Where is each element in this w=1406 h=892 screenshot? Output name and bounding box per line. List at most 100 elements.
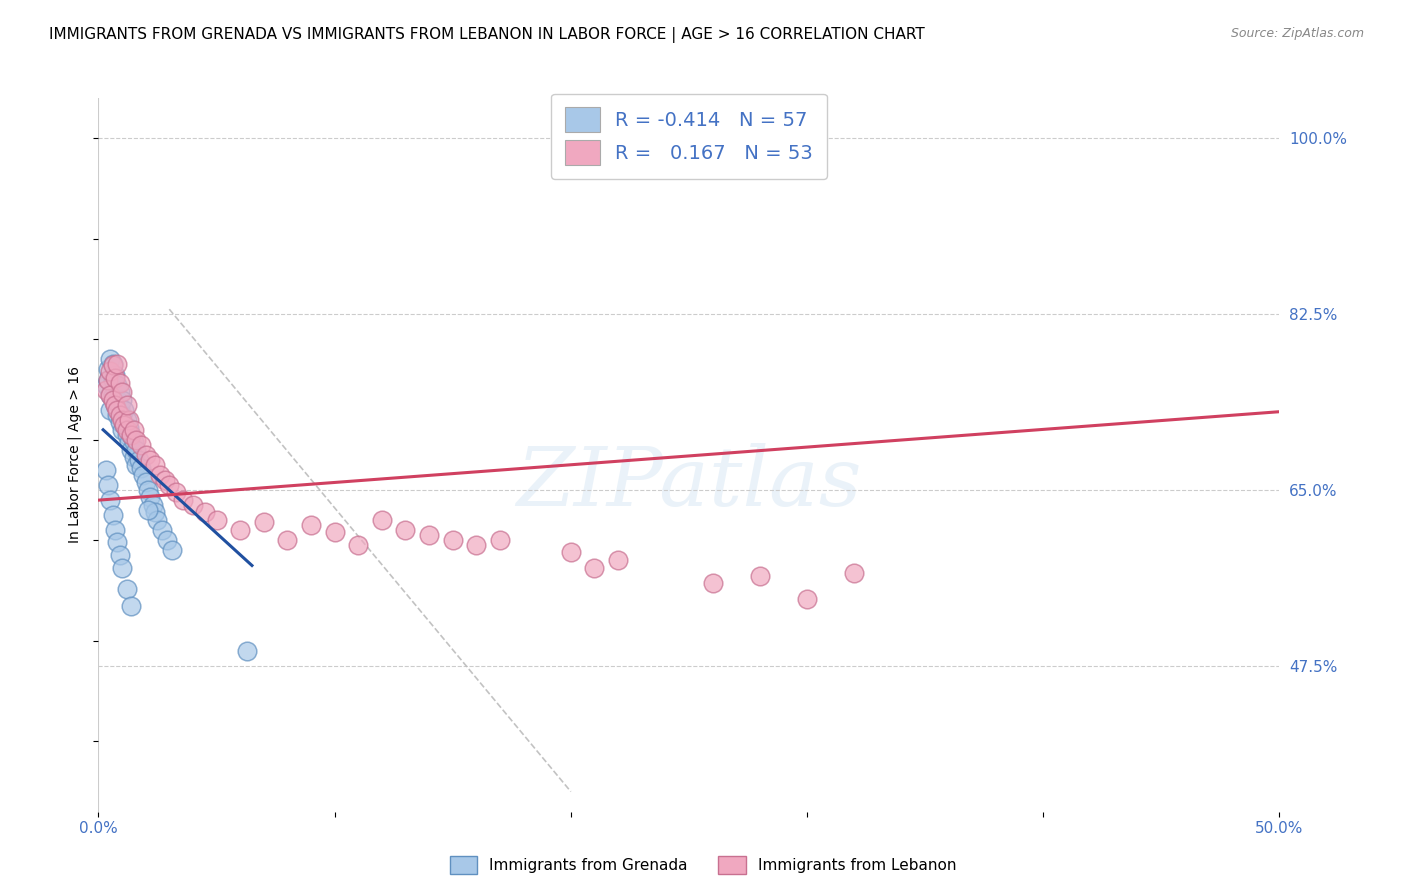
Point	[111, 408, 134, 422]
Point	[97, 372, 120, 386]
Point	[150, 524, 173, 538]
Point	[101, 359, 124, 373]
Point	[121, 427, 143, 442]
Point	[122, 423, 145, 437]
Point	[139, 490, 162, 504]
Point	[118, 434, 141, 449]
Point	[104, 383, 127, 397]
Point	[108, 415, 131, 429]
Point	[143, 505, 166, 519]
Point	[129, 461, 152, 475]
Point	[157, 478, 180, 492]
Point	[796, 591, 818, 606]
Point	[122, 434, 145, 449]
Point	[101, 358, 124, 372]
Point	[229, 524, 252, 538]
Point	[104, 368, 127, 382]
Point	[94, 383, 117, 397]
Point	[276, 533, 298, 548]
Point	[108, 384, 131, 399]
Point	[111, 413, 134, 427]
Point	[489, 533, 512, 548]
Point	[418, 528, 440, 542]
Point	[125, 458, 148, 472]
Point	[94, 377, 117, 392]
Point	[111, 384, 134, 399]
Point	[347, 538, 370, 552]
Point	[101, 372, 124, 386]
Point	[108, 400, 131, 414]
Point	[108, 376, 131, 390]
Point	[172, 493, 194, 508]
Point	[253, 515, 276, 529]
Point	[323, 525, 346, 540]
Point	[97, 372, 120, 386]
Point	[105, 402, 128, 417]
Point	[111, 423, 134, 437]
Point	[115, 413, 138, 427]
Point	[104, 524, 127, 538]
Point	[205, 513, 228, 527]
Point	[104, 370, 127, 384]
Point	[105, 392, 128, 407]
Point	[194, 505, 217, 519]
Point	[139, 453, 162, 467]
Point	[98, 364, 121, 378]
Point	[125, 433, 148, 447]
Point	[441, 533, 464, 548]
Point	[105, 358, 128, 372]
Text: IMMIGRANTS FROM GRENADA VS IMMIGRANTS FROM LEBANON IN LABOR FORCE | AGE > 16 COR: IMMIGRANTS FROM GRENADA VS IMMIGRANTS FR…	[49, 27, 925, 43]
Point	[118, 413, 141, 427]
Point	[111, 392, 134, 407]
Point	[112, 417, 135, 432]
Point	[844, 566, 866, 580]
Text: Source: ZipAtlas.com: Source: ZipAtlas.com	[1230, 27, 1364, 40]
Point	[115, 427, 138, 442]
Y-axis label: In Labor Force | Age > 16: In Labor Force | Age > 16	[67, 367, 83, 543]
Point	[101, 392, 124, 407]
Point	[583, 561, 606, 575]
Point	[115, 423, 138, 437]
Point	[129, 438, 152, 452]
Point	[104, 398, 127, 412]
Point	[105, 377, 128, 392]
Point	[98, 402, 121, 417]
Point	[98, 387, 121, 401]
Point	[115, 582, 138, 596]
Point	[465, 538, 488, 552]
Point	[111, 561, 134, 575]
Point	[153, 473, 176, 487]
Point	[105, 408, 128, 422]
Legend: Immigrants from Grenada, Immigrants from Lebanon: Immigrants from Grenada, Immigrants from…	[443, 850, 963, 880]
Point	[160, 543, 183, 558]
Point	[98, 352, 121, 367]
Point	[101, 387, 124, 401]
Point	[299, 518, 322, 533]
Point	[112, 402, 135, 417]
Point	[236, 644, 259, 658]
Point	[98, 387, 121, 401]
Point	[135, 475, 157, 489]
Point	[748, 568, 770, 582]
Point	[142, 498, 165, 512]
Point	[394, 524, 416, 538]
Point	[121, 599, 143, 613]
Point	[607, 553, 630, 567]
Point	[97, 478, 120, 492]
Point	[132, 468, 155, 483]
Point	[136, 503, 159, 517]
Text: ZIPatlas: ZIPatlas	[516, 443, 862, 524]
Point	[146, 513, 169, 527]
Point	[115, 398, 138, 412]
Point	[121, 427, 143, 442]
Point	[112, 417, 135, 432]
Point	[156, 533, 179, 548]
Point	[371, 513, 394, 527]
Point	[94, 463, 117, 477]
Point	[122, 450, 145, 464]
Point	[104, 398, 127, 412]
Point	[181, 498, 204, 512]
Legend: R = -0.414   N = 57, R =   0.167   N = 53: R = -0.414 N = 57, R = 0.167 N = 53	[551, 94, 827, 178]
Point	[135, 448, 157, 462]
Point	[105, 535, 128, 549]
